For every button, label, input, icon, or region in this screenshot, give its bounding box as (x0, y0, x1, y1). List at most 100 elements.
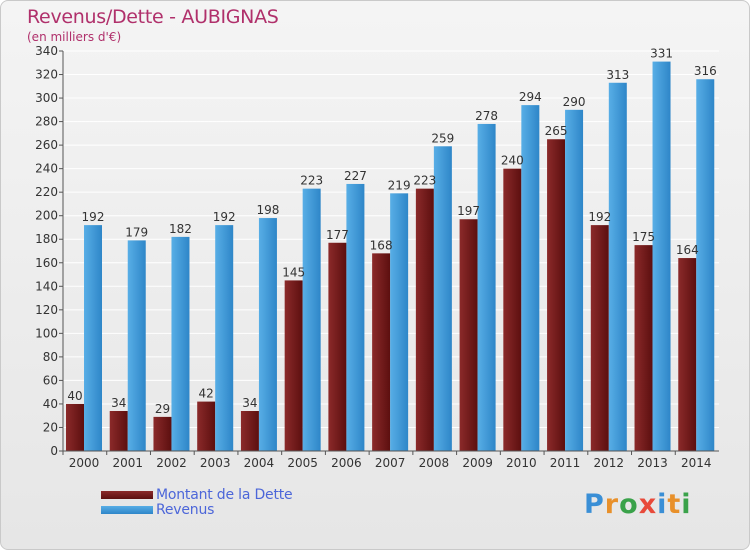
logo-letter: x (638, 489, 658, 520)
bar-revenue-2014 (696, 79, 715, 451)
data-label-revenue-2004: 198 (256, 203, 279, 217)
x-tick-label-2013: 2013 (637, 456, 668, 470)
y-tick-label: 320 (35, 68, 58, 82)
bar-revenue-2011 (565, 109, 584, 451)
bar-revenue-2009 (477, 123, 496, 452)
data-label-debt-2000: 40 (67, 389, 82, 403)
data-label-revenue-2010: 294 (519, 90, 542, 104)
bars (66, 61, 715, 452)
x-tick-label-2003: 2003 (200, 456, 231, 470)
y-tick-label: 80 (43, 350, 58, 364)
data-label-debt-2007: 168 (370, 238, 393, 252)
data-label-debt-2014: 164 (676, 243, 699, 257)
data-label-revenue-2006: 227 (344, 169, 367, 183)
data-label-debt-2002: 29 (155, 402, 170, 416)
data-label-revenue-2005: 223 (300, 174, 323, 188)
x-tick-label-2011: 2011 (550, 456, 581, 470)
logo-letter: o (619, 489, 639, 520)
y-tick-label: 340 (35, 44, 58, 58)
data-label-debt-2012: 192 (588, 210, 611, 224)
x-tick-label-2005: 2005 (287, 456, 318, 470)
data-label-revenue-2008: 259 (431, 131, 454, 145)
bar-revenue-2006 (346, 183, 365, 452)
bar-revenue-2003 (215, 225, 234, 451)
data-label-revenue-2002: 182 (169, 222, 192, 236)
bar-debt-2011 (547, 139, 566, 451)
y-tick-label: 120 (35, 303, 58, 317)
data-label-debt-2013: 175 (632, 230, 655, 244)
data-label-revenue-2000: 192 (82, 210, 105, 224)
logo-letter: r (604, 489, 620, 520)
bar-debt-2000 (66, 403, 84, 451)
y-tick-label: 300 (35, 91, 58, 105)
data-label-revenue-2007: 219 (388, 178, 411, 192)
bar-debt-2012 (590, 225, 609, 451)
x-tick-label-2012: 2012 (594, 456, 625, 470)
data-label-revenue-2009: 278 (475, 109, 498, 123)
legend-label-debt: Montant de la Dette (156, 486, 293, 503)
data-label-revenue-2013: 331 (650, 47, 673, 61)
data-label-debt-2010: 240 (501, 154, 524, 168)
y-tick-label: 260 (35, 138, 58, 152)
data-label-revenue-2001: 179 (125, 225, 148, 239)
y-tick-label: 180 (35, 232, 58, 246)
logo-letter: i (657, 489, 668, 520)
x-tick-label-2002: 2002 (156, 456, 187, 470)
bar-debt-2010 (503, 168, 522, 451)
bar-revenue-2001 (127, 240, 146, 451)
data-label-revenue-2011: 290 (563, 95, 586, 109)
axes: 0 20 40 60 80 100 120 140 160 180 200 220 240 260 280 3… (35, 44, 719, 470)
data-label-debt-2003: 42 (199, 387, 214, 401)
bar-debt-2013 (634, 245, 653, 451)
bar-revenue-2000 (84, 225, 102, 451)
bar-revenue-2004 (258, 218, 277, 451)
data-label-debt-2009: 197 (457, 204, 480, 218)
x-tick-label-2009: 2009 (462, 456, 493, 470)
bar-debt-2006 (328, 242, 347, 451)
bar-debt-2009 (459, 219, 478, 451)
bar-revenue-2012 (608, 82, 627, 451)
legend-swatch-debt (101, 490, 153, 499)
bar-debt-2014 (678, 258, 697, 451)
bar-debt-2002 (153, 416, 172, 451)
x-tick-label-2014: 2014 (681, 456, 712, 470)
x-tick-label-2006: 2006 (331, 456, 362, 470)
logo-letter: i (681, 489, 692, 520)
data-label-debt-2005: 145 (282, 265, 305, 279)
legend-item-debt: Montant de la Dette (101, 486, 293, 503)
logo-letter: t (667, 489, 682, 520)
y-tick-label: 160 (35, 256, 58, 270)
bar-debt-2007 (372, 253, 391, 451)
bar-debt-2001 (109, 411, 128, 451)
data-label-revenue-2014: 316 (694, 64, 717, 78)
y-tick-label: 280 (35, 115, 58, 129)
legend-swatch-revenue (101, 505, 153, 514)
y-tick-label: 60 (43, 373, 58, 387)
data-label-revenue-2003: 192 (213, 210, 236, 224)
bar-revenue-2002 (171, 236, 190, 451)
y-tick-label: 220 (35, 185, 58, 199)
legend-item-revenue: Revenus (101, 502, 292, 518)
proxiti-logo: Proxiti (584, 489, 692, 520)
chart-title: Revenus/Dette - AUBIGNAS (27, 6, 279, 28)
data-labels: 40 192 34 179 29 182 42 192 34 198 145 223 177 227 168… (67, 47, 716, 416)
bar-revenue-2005 (302, 188, 321, 451)
bar-debt-2005 (284, 280, 303, 451)
bar-revenue-2013 (652, 61, 671, 452)
y-tick-label: 100 (35, 326, 58, 340)
bar-debt-2004 (240, 411, 259, 451)
data-label-revenue-2012: 313 (606, 68, 629, 82)
bar-debt-2008 (415, 188, 434, 451)
x-tick-label-2000: 2000 (69, 456, 100, 470)
bar-revenue-2010 (521, 105, 540, 451)
y-tick-label: 20 (43, 420, 58, 434)
bar-revenue-2007 (390, 193, 409, 451)
chart-subtitle: (en milliers d'€) (27, 30, 122, 44)
x-tick-label-2004: 2004 (244, 456, 275, 470)
y-tick-label: 40 (43, 397, 58, 411)
data-label-debt-2008: 223 (413, 174, 436, 188)
y-tick-label: 0 (50, 444, 58, 458)
x-tick-label-2010: 2010 (506, 456, 537, 470)
